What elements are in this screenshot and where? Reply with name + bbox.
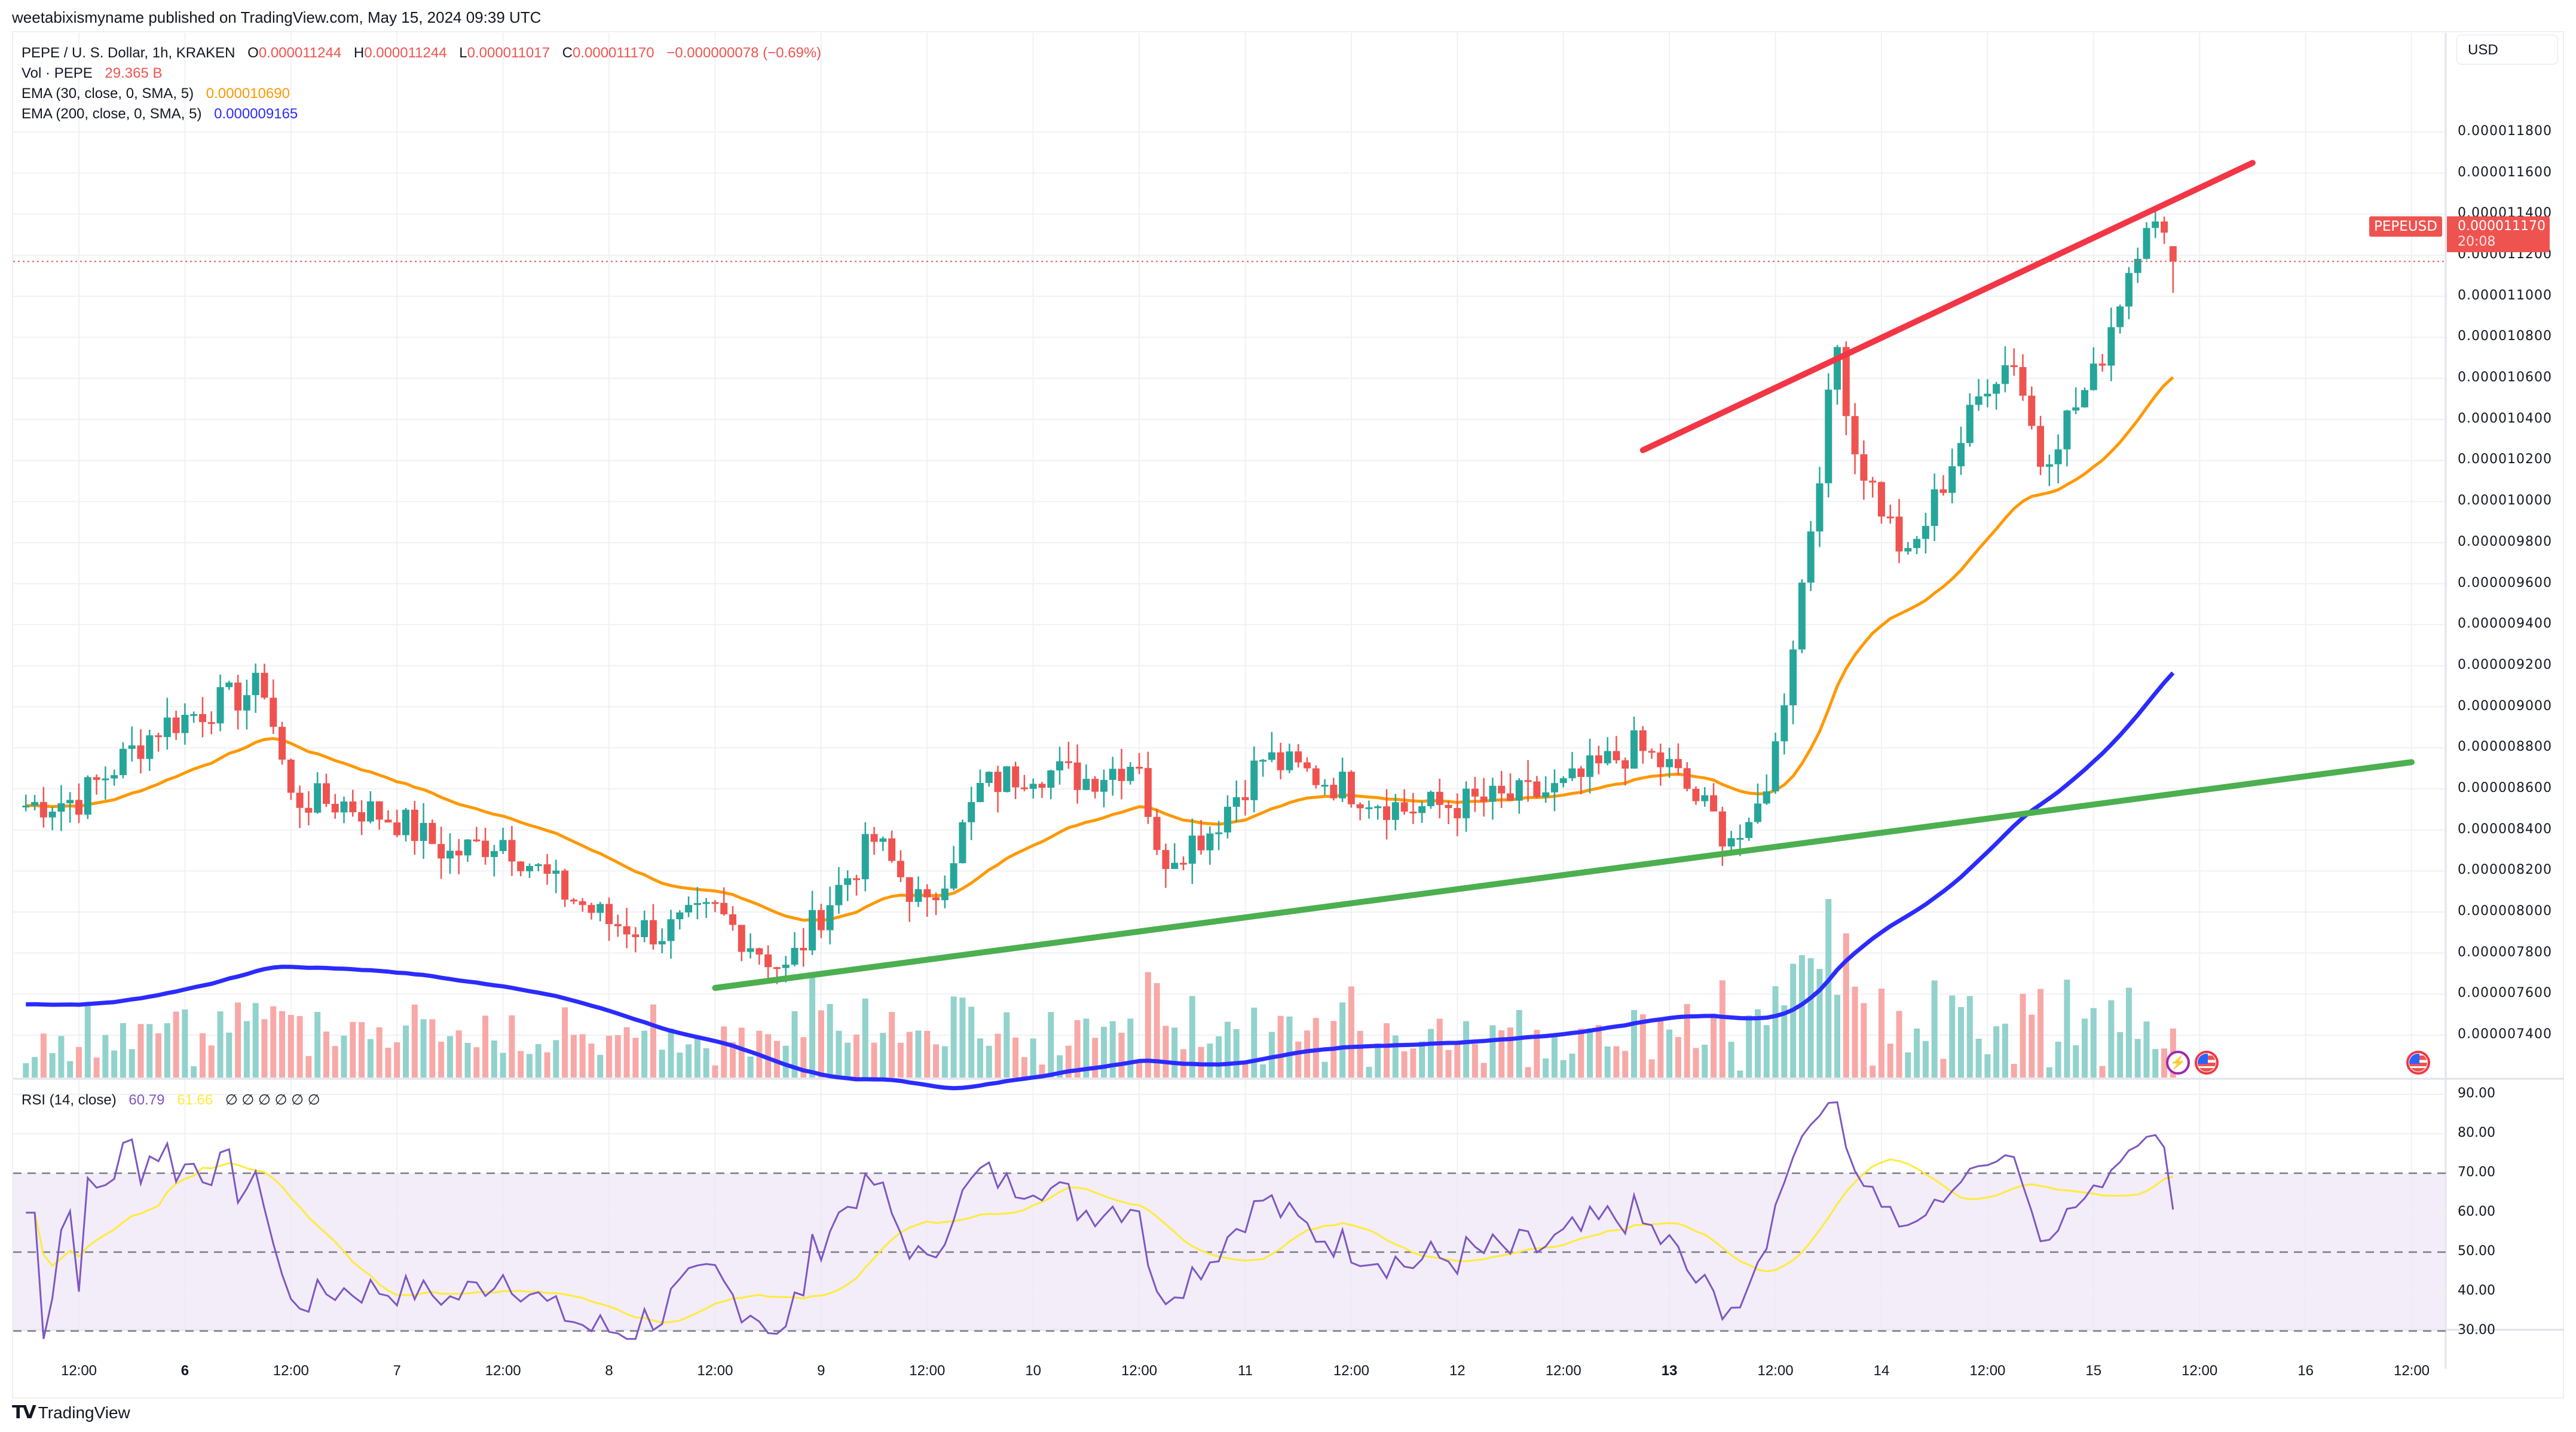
rsi-tick-label: 90.00 (2458, 1086, 2495, 1101)
price-tick-label: 0.000007800 (2458, 944, 2552, 960)
time-tick-label: 16 (2297, 1363, 2314, 1379)
time-tick-label: 12:00 (1333, 1363, 1369, 1379)
time-tick-label: 6 (180, 1363, 189, 1379)
time-tick-label: 12:00 (1757, 1363, 1794, 1379)
rsi-extra-values: ∅ ∅ ∅ ∅ ∅ ∅ (225, 1092, 320, 1108)
time-tick-label: 7 (393, 1363, 401, 1379)
time-tick-label: 14 (1873, 1363, 1890, 1379)
symbol-legend: PEPE / U. S. Dollar, 1h, KRAKEN O0.00001… (22, 45, 822, 61)
us-flag-event-icon[interactable] (2195, 1051, 2219, 1075)
price-tick-label: 0.000008600 (2458, 780, 2552, 795)
close-value: 0.000011170 (573, 45, 654, 61)
time-tick-label: 12:00 (1545, 1363, 1581, 1379)
price-tick-label: 0.000010800 (2458, 329, 2552, 344)
time-tick-label: 11 (1238, 1363, 1253, 1379)
us-flag-event-icon[interactable] (2406, 1051, 2430, 1075)
time-tick-label: 12:00 (1969, 1363, 2006, 1379)
time-tick-label: 9 (817, 1363, 825, 1379)
tradingview-mark-icon: 𝗧𝗩 (12, 1403, 36, 1422)
price-tick-label: 0.000009800 (2458, 534, 2552, 549)
time-tick-label: 12:00 (2393, 1363, 2430, 1379)
rsi-ma-value: 61.66 (177, 1092, 213, 1108)
price-tick-label: 0.000009400 (2458, 616, 2552, 632)
price-tick-label: 0.000011000 (2458, 287, 2552, 303)
volume-legend[interactable]: Vol · PEPE 29.365 B (22, 65, 163, 81)
time-tick-label: 12:00 (2182, 1363, 2218, 1379)
ema30-legend[interactable]: EMA (30, close, 0, SMA, 5) 0.000010690 (22, 85, 290, 102)
time-tick-label: 12:00 (60, 1363, 97, 1379)
price-tick-label: 0.000010000 (2458, 493, 2552, 509)
price-tick-label: 0.000011600 (2458, 164, 2552, 180)
price-tick-label: 0.000011800 (2458, 124, 2552, 139)
volume-value: 29.365 B (105, 65, 163, 81)
time-tick-label: 10 (1025, 1363, 1042, 1379)
rsi-value: 60.79 (129, 1092, 165, 1108)
time-tick-label: 12:00 (909, 1363, 946, 1379)
rsi-legend[interactable]: RSI (14, close) 60.79 61.66 ∅ ∅ ∅ ∅ ∅ ∅ (22, 1092, 320, 1108)
bar-countdown: 20:08 (2458, 234, 2496, 249)
symbol-title: PEPE / U. S. Dollar, 1h, KRAKEN (22, 45, 235, 61)
last-price-tag: 0.000011170 20:08 (2447, 216, 2550, 252)
low-value: 0.000011017 (467, 45, 550, 61)
high-value: 0.000011244 (364, 45, 447, 61)
currency-selector[interactable]: USD (2456, 35, 2558, 65)
price-tick-label: 0.000008000 (2458, 903, 2552, 919)
price-tick-label: 0.000008200 (2458, 862, 2552, 878)
ema200-legend[interactable]: EMA (200, close, 0, SMA, 5) 0.000009165 (22, 106, 298, 122)
price-tick-label: 0.000008800 (2458, 739, 2552, 755)
open-value: 0.000011244 (258, 45, 342, 61)
lightning-event-icon[interactable]: ⚡ (2166, 1051, 2190, 1075)
price-tick-label: 0.000008400 (2458, 821, 2552, 837)
time-tick-label: 8 (605, 1363, 613, 1379)
published-line: weetabixismyname published on TradingVie… (12, 8, 541, 26)
rsi-tick-label: 40.00 (2458, 1283, 2495, 1298)
price-tick-label: 0.000010400 (2458, 411, 2552, 426)
price-tick-label: 0.000010200 (2458, 452, 2552, 467)
rsi-tick-label: 80.00 (2458, 1125, 2495, 1140)
time-tick-label: 12:00 (1121, 1363, 1158, 1379)
time-tick-label: 12:00 (485, 1363, 521, 1379)
time-tick-label: 12 (1449, 1363, 1466, 1379)
rsi-tick-label: 50.00 (2458, 1244, 2495, 1259)
time-tick-label: 12:00 (273, 1363, 309, 1379)
ema30-value: 0.000010690 (206, 85, 290, 102)
rsi-tick-label: 70.00 (2458, 1165, 2495, 1180)
tradingview-logo[interactable]: 𝗧𝗩 TradingView (12, 1403, 130, 1422)
price-tick-label: 0.000007400 (2458, 1027, 2552, 1042)
last-price: 0.000011170 (2458, 219, 2546, 234)
time-tick-label: 12:00 (697, 1363, 733, 1379)
price-tick-label: 0.000010600 (2458, 370, 2552, 385)
rsi-tick-label: 60.00 (2458, 1204, 2495, 1219)
time-tick-label: 13 (1661, 1363, 1678, 1379)
time-tick-label: 15 (2085, 1363, 2102, 1379)
rsi-tick-label: 30.00 (2458, 1323, 2495, 1338)
price-tick-label: 0.000009000 (2458, 698, 2552, 714)
ema200-value: 0.000009165 (214, 106, 298, 122)
change-value: −0.000000078 (−0.69%) (666, 45, 822, 61)
chart-frame (12, 31, 2564, 1399)
price-tick-label: 0.000007600 (2458, 986, 2552, 1001)
price-tick-label: 0.000009200 (2458, 657, 2552, 672)
price-tick-label: 0.000009600 (2458, 575, 2552, 590)
symbol-price-tag: PEPEUSD (2369, 216, 2442, 237)
